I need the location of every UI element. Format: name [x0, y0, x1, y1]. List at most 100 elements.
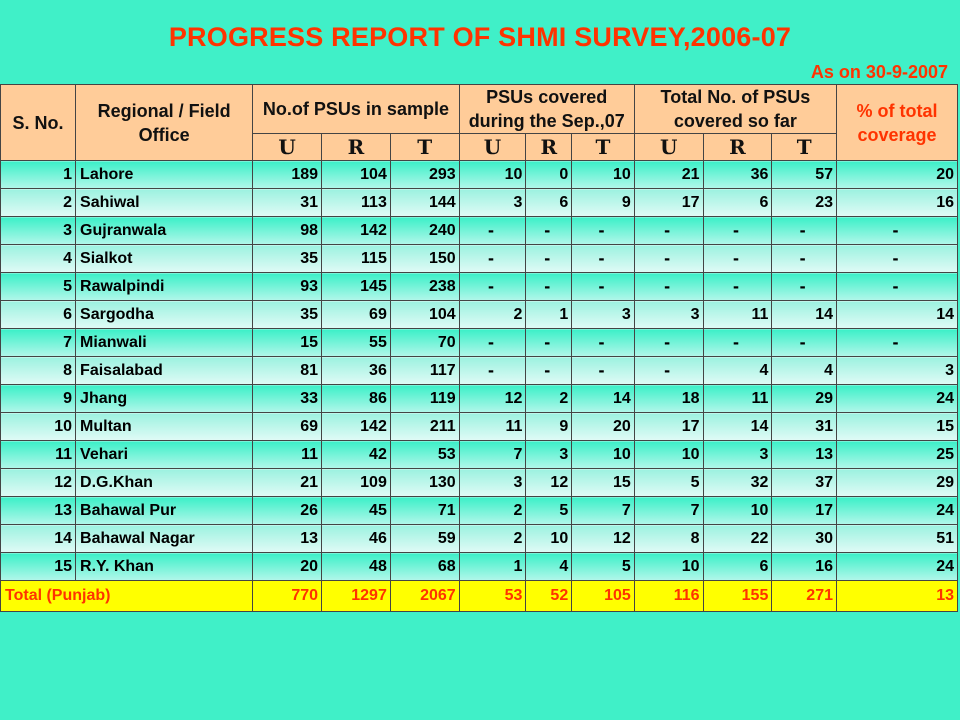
- cell-coverage: 16: [836, 188, 958, 217]
- cell-sep-u: -: [458, 272, 527, 301]
- cell-sample-r: 69: [321, 300, 391, 329]
- cell-total-u: -: [633, 272, 704, 301]
- cell-sample-t: 119: [389, 384, 460, 413]
- header-sample: No.of PSUs in sample: [252, 84, 460, 134]
- cell-sample-t: 70: [389, 328, 460, 357]
- cell-sample-u: 33: [252, 384, 323, 413]
- cell-total-t: 13: [771, 440, 837, 469]
- cell-sep-r: 10: [525, 524, 573, 553]
- cell-sample-u: 35: [252, 300, 323, 329]
- cell-sno: 12: [0, 468, 77, 497]
- cell-sep-r: -: [525, 244, 573, 273]
- total-cell-total-r: 155: [702, 580, 773, 612]
- cell-sep-u: 3: [458, 468, 527, 497]
- header-sno: S. No.: [0, 84, 77, 161]
- cell-sample-r: 145: [321, 272, 391, 301]
- subheader-r: R: [321, 133, 391, 161]
- cell-sample-u: 21: [252, 468, 323, 497]
- table-row: 9 Jhang 33 86 119 12 2 14 18 11 29 24: [0, 384, 958, 413]
- table-row: 5 Rawalpindi 93 145 238- - - - - - -: [0, 272, 958, 301]
- cell-sample-u: 98: [252, 216, 323, 245]
- subheader-t: T: [771, 133, 837, 161]
- cell-total-u: 21: [633, 160, 704, 189]
- cell-sno: 4: [0, 244, 77, 273]
- cell-office: Gujranwala: [75, 216, 254, 245]
- subheader-u: U: [252, 133, 323, 161]
- cell-sno: 13: [0, 496, 77, 525]
- cell-office: Sargodha: [75, 300, 254, 329]
- cell-total-u: -: [633, 216, 704, 245]
- cell-sample-t: 150: [389, 244, 460, 273]
- cell-sample-t: 59: [389, 524, 460, 553]
- cell-sep-r: -: [525, 328, 573, 357]
- cell-sno: 8: [0, 356, 77, 385]
- cell-sample-t: 71: [389, 496, 460, 525]
- subheader-u: U: [633, 133, 704, 161]
- cell-sep-t: 7: [571, 496, 635, 525]
- cell-total-t: -: [771, 272, 837, 301]
- cell-sno: 10: [0, 412, 77, 441]
- cell-coverage: 24: [836, 384, 958, 413]
- cell-sample-u: 35: [252, 244, 323, 273]
- cell-office: Sialkot: [75, 244, 254, 273]
- cell-coverage: -: [836, 328, 958, 357]
- cell-coverage: 24: [836, 496, 958, 525]
- cell-sep-r: 4: [525, 552, 573, 581]
- table-row: 6 Sargodha 35 69 104 2 1 3 3 11 14 14: [0, 300, 958, 329]
- cell-sample-r: 45: [321, 496, 391, 525]
- cell-sample-t: 130: [389, 468, 460, 497]
- subheader-r: R: [525, 133, 573, 161]
- cell-sep-u: 12: [458, 384, 527, 413]
- cell-sep-r: 0: [525, 160, 573, 189]
- total-cell-sep-u: 53: [458, 580, 527, 612]
- cell-sample-u: 93: [252, 272, 323, 301]
- total-cell-sep-t: 105: [571, 580, 635, 612]
- table-row: 2 Sahiwal 31 113 144 3 6 9 17 6 23 16: [0, 188, 958, 217]
- cell-total-r: -: [702, 328, 773, 357]
- total-label: Total (Punjab): [0, 580, 254, 612]
- cell-sep-t: 3: [571, 300, 635, 329]
- table-row: 1 Lahore 189 104 293 10 0 10 21 36 57 20: [0, 160, 958, 189]
- cell-total-u: 7: [633, 496, 704, 525]
- table-row: 11 Vehari 11 42 53 7 3 10 10 3 13 25: [0, 440, 958, 469]
- table-row: 14 Bahawal Nagar 13 46 59 2 10 12 8 22 30 51: [0, 524, 958, 553]
- cell-sample-r: 46: [321, 524, 391, 553]
- cell-total-r: 10: [702, 496, 773, 525]
- cell-sample-r: 142: [321, 412, 391, 441]
- cell-sep-u: 1: [458, 552, 527, 581]
- cell-sample-t: 104: [389, 300, 460, 329]
- cell-total-r: 22: [702, 524, 773, 553]
- cell-coverage: 51: [836, 524, 958, 553]
- total-cell-sep-r: 52: [525, 580, 573, 612]
- cell-total-t: 31: [771, 412, 837, 441]
- cell-total-r: -: [702, 216, 773, 245]
- cell-sample-r: 36: [321, 356, 391, 385]
- cell-sep-t: -: [571, 328, 635, 357]
- cell-sample-t: 293: [389, 160, 460, 189]
- cell-sample-r: 115: [321, 244, 391, 273]
- cell-sep-r: -: [525, 272, 573, 301]
- cell-sample-t: 53: [389, 440, 460, 469]
- cell-sep-r: 1: [525, 300, 573, 329]
- cell-sample-t: 117: [389, 356, 460, 385]
- cell-sno: 9: [0, 384, 77, 413]
- cell-total-r: 6: [702, 552, 773, 581]
- cell-total-r: 6: [702, 188, 773, 217]
- total-cell-sample-t: 2067: [389, 580, 460, 612]
- cell-sep-u: -: [458, 356, 527, 385]
- cell-coverage: 3: [836, 356, 958, 385]
- total-row: Total (Punjab) 770 1297 2067 53 52 105 116 155 27…: [0, 580, 958, 612]
- table-row: 12 D.G.Khan 21 109 130 3 12 15 5 32 37 29: [0, 468, 958, 497]
- header-covered-total: Total No. of PSUs covered so far: [633, 84, 838, 134]
- cell-total-r: 4: [702, 356, 773, 385]
- cell-office: Vehari: [75, 440, 254, 469]
- cell-sample-u: 26: [252, 496, 323, 525]
- cell-sample-t: 240: [389, 216, 460, 245]
- cell-sep-t: -: [571, 216, 635, 245]
- cell-total-u: -: [633, 244, 704, 273]
- cell-sep-t: -: [571, 272, 635, 301]
- header-covered-sep: PSUs covered during the Sep.,07: [458, 84, 635, 134]
- subheader-t: T: [571, 133, 635, 161]
- cell-total-u: -: [633, 356, 704, 385]
